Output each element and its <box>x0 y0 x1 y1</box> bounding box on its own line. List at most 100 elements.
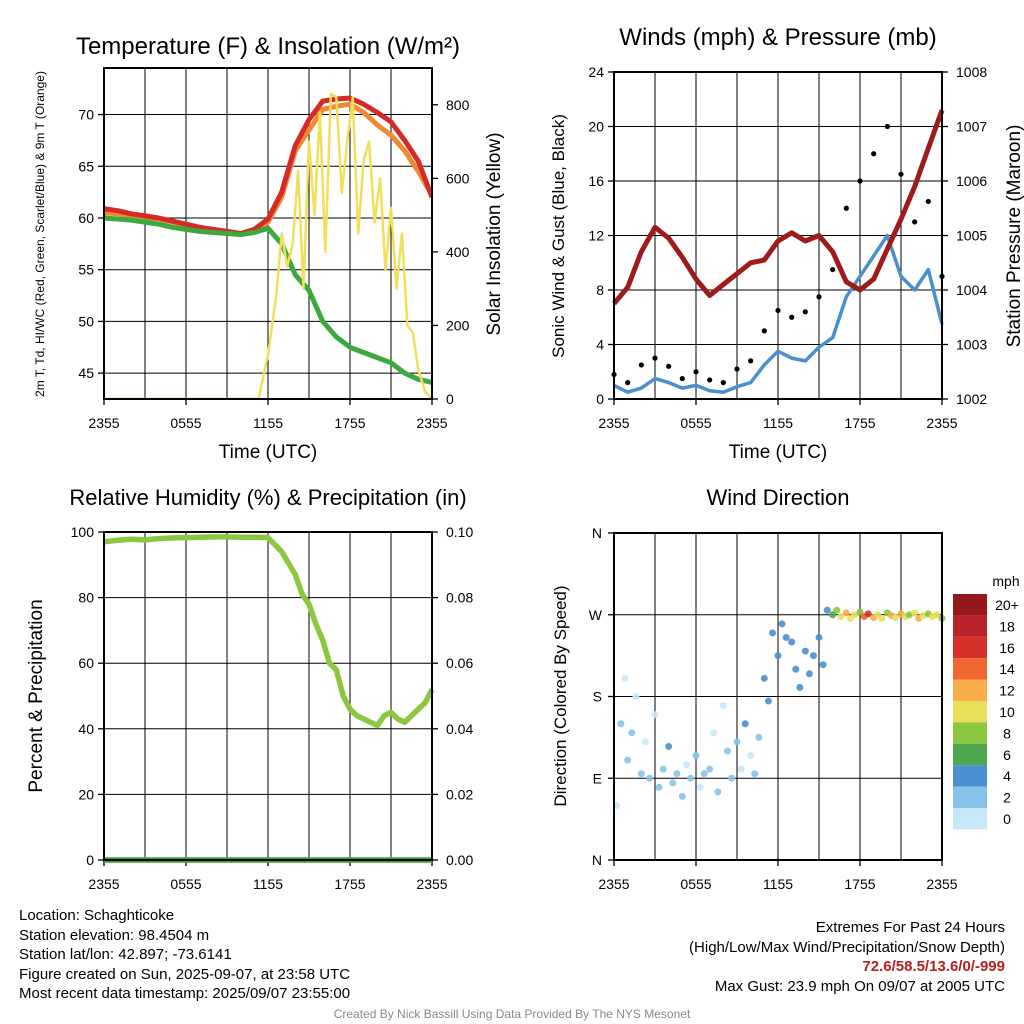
direction-point <box>751 770 759 778</box>
extremes-subtitle: (High/Low/Max Wind/Precipitation/Snow De… <box>689 938 1005 956</box>
direction-point <box>905 611 913 619</box>
station-info: Location: Schaghticoke Station elevation… <box>19 906 350 1004</box>
credit-text: Created By Nick Bassill Using Data Provi… <box>333 1007 691 1021</box>
direction-point <box>728 774 736 782</box>
direction-point <box>719 702 727 710</box>
insolation-y-tick-label: 800 <box>446 97 470 113</box>
gust-point <box>830 266 836 273</box>
direction-point <box>856 608 864 616</box>
insolation-y-tick-label: 600 <box>446 170 470 186</box>
colorbar-label: 20+ <box>995 597 1019 613</box>
x-tick-label: 2355 <box>416 415 447 431</box>
x-tick-label: 1755 <box>844 415 875 431</box>
direction-point <box>851 611 859 619</box>
plot-border <box>103 531 433 861</box>
x-tick-label: 1155 <box>763 415 793 431</box>
direction-point <box>788 638 796 646</box>
created-text: Figure created on Sun, 2025-09-07, at 23… <box>19 965 351 983</box>
direction-point <box>646 774 654 782</box>
x-tick-label: 2355 <box>88 415 119 431</box>
gust-point <box>802 309 808 315</box>
wind-y-tick-label: 20 <box>588 119 604 135</box>
direction-point <box>829 611 837 619</box>
precip-y-tick-label: 0.06 <box>446 655 473 671</box>
gust-point <box>625 380 631 386</box>
direction-point <box>782 633 790 641</box>
colorbar-swatch <box>953 658 987 680</box>
direction-point <box>733 738 741 746</box>
direction-point <box>819 661 827 669</box>
chart-title: Relative Humidity (%) & Precipitation (i… <box>69 485 466 510</box>
gust-point <box>720 380 726 386</box>
temp-y-tick-label: 60 <box>78 210 94 226</box>
gust-point <box>871 151 877 157</box>
colorbar-swatch <box>953 701 987 723</box>
extremes-values: 72.6/58.5/13.6/0/-999 <box>862 958 1005 975</box>
chart-title: Winds (mph) & Pressure (mb) <box>619 24 936 51</box>
colorbar-label: 4 <box>1003 768 1011 784</box>
y-axis-title: 2m T, Td, HI/WC (Red, Green, Scarlet/Blu… <box>33 71 47 397</box>
pressure-y-tick-label: 1007 <box>956 119 987 135</box>
direction-point <box>769 629 777 637</box>
precip-y-tick-label: 0.04 <box>446 721 473 737</box>
direction-point <box>659 765 667 773</box>
gust-point <box>843 205 849 211</box>
x-tick-label: 1755 <box>334 876 365 892</box>
x-tick-label: 1155 <box>253 876 283 892</box>
colorbar-label: 8 <box>1003 725 1011 741</box>
colorbar-label: 12 <box>999 683 1015 699</box>
x-tick-label: 2355 <box>926 876 957 892</box>
colorbar-label: 18 <box>999 618 1015 634</box>
gust-point <box>912 219 918 225</box>
gust-point <box>857 178 863 184</box>
direction-point <box>878 614 886 622</box>
pressure-y-tick-label: 1002 <box>956 391 987 407</box>
temp-y-tick-label: 70 <box>78 107 94 123</box>
x-tick-label: 2355 <box>416 876 447 892</box>
insolation-y-tick-label: 0 <box>446 391 454 407</box>
x-tick-label: 1755 <box>844 876 875 892</box>
direction-point <box>747 752 755 760</box>
x-tick-label: 2355 <box>926 415 957 431</box>
temp-y-tick-label: 45 <box>78 365 94 381</box>
direction-point <box>919 612 927 620</box>
direction-point <box>833 606 841 614</box>
colorbar-swatch <box>953 594 987 616</box>
insolation-y-tick-label: 200 <box>446 317 470 333</box>
x-tick-label: 0555 <box>680 415 711 431</box>
colorbar-swatch <box>953 786 987 808</box>
direction-point <box>665 742 673 750</box>
wind-series-line <box>612 109 945 306</box>
direction-tick-label: N <box>592 852 602 868</box>
direction-point <box>892 613 900 621</box>
colorbar-unit: mph <box>992 573 1019 589</box>
gust-point <box>679 375 685 382</box>
pressure-y-tick-label: 1006 <box>956 173 987 189</box>
direction-point <box>796 683 804 691</box>
colorbar-swatch <box>953 679 987 701</box>
direction-point <box>864 610 872 618</box>
gust-point <box>775 307 781 314</box>
direction-point <box>710 729 718 737</box>
direction-point <box>774 652 782 660</box>
direction-point <box>637 770 645 778</box>
gust-point <box>748 358 754 364</box>
direction-point <box>815 633 823 641</box>
rh-y-tick-label: 100 <box>71 524 95 540</box>
direction-point <box>678 792 686 800</box>
x-axis-title: Time (UTC) <box>729 442 828 463</box>
x-tick-label: 1155 <box>763 876 793 892</box>
direction-point <box>628 729 636 737</box>
plot-border <box>103 67 433 400</box>
precip-y-tick-label: 0.08 <box>446 590 473 606</box>
insolation-y-tick-label: 400 <box>446 244 470 260</box>
temp-series-line <box>104 92 432 399</box>
x-tick-label: 0555 <box>170 415 201 431</box>
gust-point <box>884 123 890 130</box>
colorbar-swatch <box>953 743 987 766</box>
rh-y-tick-label: 0 <box>86 852 94 868</box>
direction-point <box>741 720 749 728</box>
direction-point <box>933 611 941 619</box>
colorbar-label: 14 <box>999 661 1015 677</box>
colorbar-swatch <box>953 615 987 637</box>
